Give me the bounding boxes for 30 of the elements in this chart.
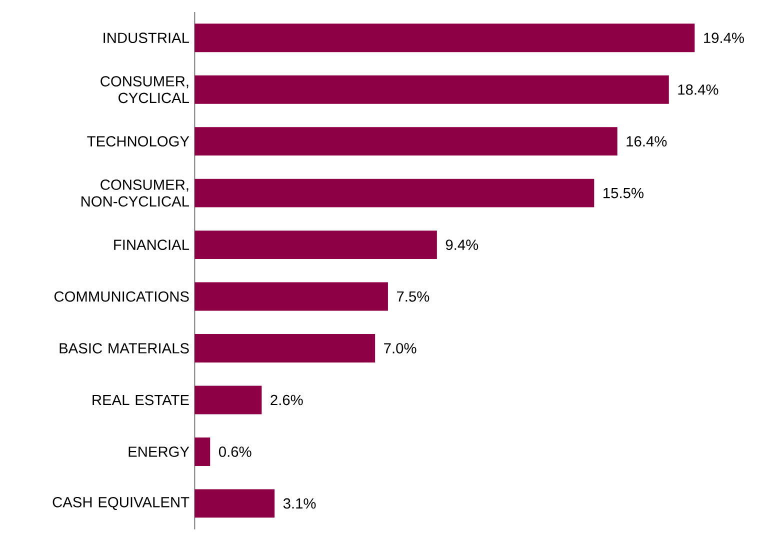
data-label: 15.5% <box>604 188 644 198</box>
y-tick-label: REAL ESTATE <box>92 394 189 406</box>
data-label: 9.4% <box>446 240 478 250</box>
data-label: 18.4% <box>678 84 718 95</box>
y-tick-label: FINANCIAL <box>114 240 190 250</box>
y-tick-label: TECHNOLOGY <box>87 136 190 147</box>
y-tick-label: CONSUMER, NON-CYCLICAL <box>82 180 190 207</box>
data-label: 7.5% <box>396 292 430 302</box>
data-label: 0.6% <box>218 446 252 458</box>
y-tick-label: CASH EQUIVALENT <box>52 497 190 510</box>
data-label: 16.4% <box>626 136 667 147</box>
y-tick-label: INDUSTRIAL <box>104 32 190 44</box>
bar <box>194 76 669 104</box>
y-tick-label: ENERGY <box>128 446 190 458</box>
bar <box>194 24 695 52</box>
data-label: 2.6% <box>270 394 303 406</box>
data-label: 3.1% <box>283 498 316 509</box>
y-tick-label: CONSUMER, CYCLICAL <box>100 76 190 104</box>
y-tick-label: BASIC MATERIALS <box>60 343 189 354</box>
data-label: 19.4% <box>704 32 744 44</box>
bar <box>194 179 594 208</box>
bar <box>194 489 275 518</box>
bar <box>194 334 376 363</box>
bar <box>194 386 262 414</box>
bar <box>194 127 618 156</box>
bar <box>194 438 210 466</box>
y-tick-label: COMMUNICATIONS <box>54 292 189 302</box>
data-label: 7.0% <box>384 343 416 354</box>
bar <box>194 230 437 260</box>
bar <box>194 282 388 311</box>
